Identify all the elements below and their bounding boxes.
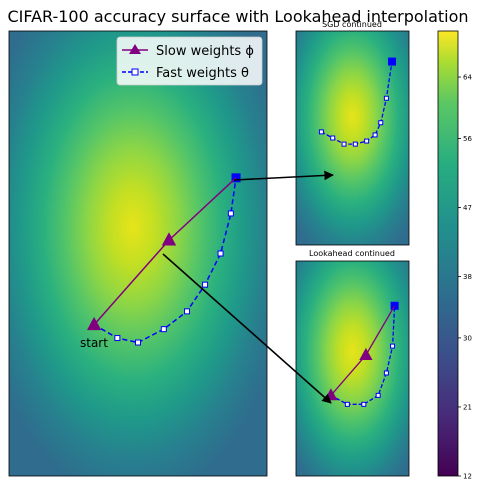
fast-weight-point	[135, 339, 141, 346]
arrow-to-lookahead-panel	[162, 253, 332, 404]
colorbar-ticks: 12 21 30 38 47 56 64	[458, 74, 472, 481]
fast-weight-point	[318, 129, 324, 135]
legend-fast-marker	[131, 68, 139, 76]
main-panel: start	[8, 30, 268, 477]
fast-weight-point	[378, 120, 384, 126]
slow-weight-point	[359, 347, 373, 360]
lookahead-panel-title: Lookahead continued	[309, 249, 395, 258]
fast-weight-point	[375, 392, 381, 398]
fast-weight-point	[364, 138, 370, 144]
colorbar-tick-label: 12	[463, 473, 472, 481]
colorbar-tick-label: 30	[463, 334, 472, 342]
colorbar-tick-label: 38	[463, 273, 472, 281]
lookahead-surface	[296, 261, 409, 476]
fast-weight-point	[227, 210, 234, 217]
sgd-frame	[295, 30, 410, 246]
colorbar-tick-label: 56	[463, 135, 472, 143]
slow-weight-point	[86, 316, 102, 331]
arrow-to-sgd-panel	[233, 170, 334, 181]
sgd-surface	[296, 31, 409, 245]
chart-title: CIFAR-100 accuracy surface with Lookahea…	[7, 7, 468, 26]
colorbar-gradient	[437, 30, 459, 477]
colorbar-tick-label: 21	[463, 403, 472, 411]
legend-fast-label: Fast weights θ	[156, 66, 249, 81]
slow-weight-point	[161, 232, 177, 246]
legend-box	[116, 36, 263, 86]
fast-weight-point	[330, 135, 336, 141]
fast-weight-point	[341, 141, 347, 147]
fast-weight-point	[202, 281, 209, 288]
colorbar: 12 21 30 38 47 56 64	[437, 30, 472, 481]
lookahead-panel: Lookahead continued	[295, 249, 410, 477]
fast-weight-point	[184, 308, 191, 315]
legend-entry-fast: Fast weights θ	[122, 66, 249, 81]
fast-weight-point	[114, 335, 121, 342]
fast-weight-point	[160, 326, 167, 333]
lookahead-fast-weights-markers	[328, 301, 399, 407]
colorbar-tick-label: 47	[463, 204, 472, 212]
start-annotation: start	[80, 336, 108, 350]
fast-weight-point	[388, 57, 397, 66]
fast-weight-point	[352, 141, 358, 147]
legend-entry-slow: Slow weights ϕ	[122, 44, 254, 59]
fast-weight-point	[372, 132, 378, 138]
fast-weight-point	[383, 95, 389, 101]
fast-weight-point	[361, 401, 367, 407]
fast-weight-point	[217, 250, 224, 257]
fast-weight-point	[344, 401, 350, 407]
sgd-panel: SGD continued	[295, 20, 410, 246]
legend-slow-marker	[129, 44, 141, 54]
sgd-fast-weights-markers	[318, 57, 397, 147]
main-frame	[8, 30, 268, 477]
legend-slow-label: Slow weights ϕ	[156, 44, 254, 59]
fast-weight-point	[390, 343, 396, 349]
legend: Slow weights ϕ Fast weights θ	[116, 36, 263, 86]
fast-weight-point	[383, 370, 389, 376]
colorbar-tick-label: 64	[463, 74, 472, 82]
main-slow-weights-markers	[86, 232, 177, 331]
main-surface	[9, 31, 267, 476]
lookahead-frame	[295, 260, 410, 477]
fast-weight-point	[390, 301, 399, 310]
sgd-panel-title: SGD continued	[322, 20, 382, 29]
